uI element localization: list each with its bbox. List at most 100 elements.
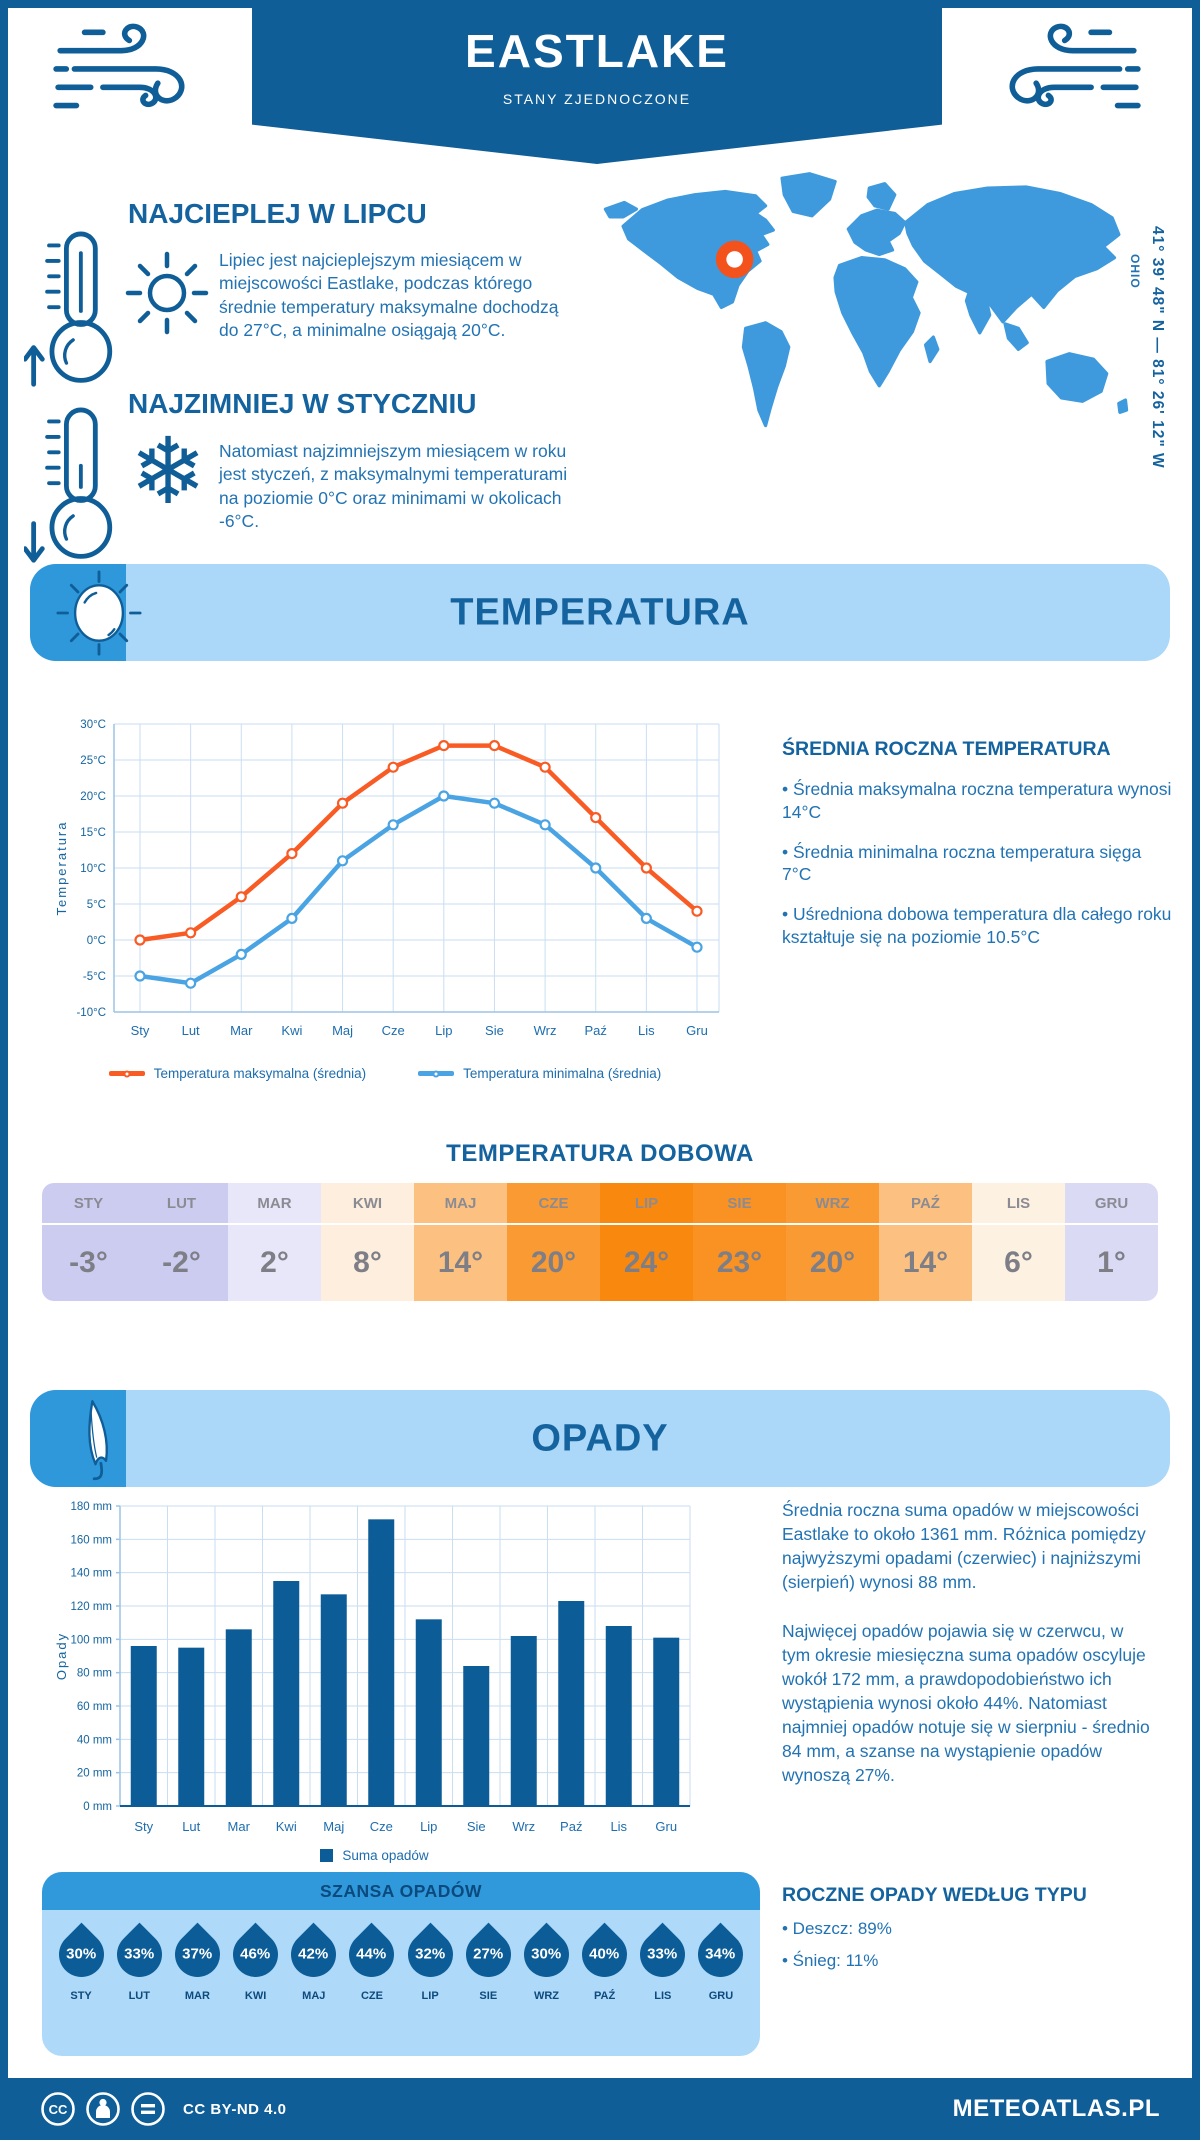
coldest-text: Natomiast najzimniejszym miesiącem w rok… <box>219 441 568 531</box>
site-name: METEOATLAS.PL <box>952 2095 1160 2122</box>
droplet-icon: 33% <box>630 1922 695 1987</box>
precipitation-paragraph: Najwięcej opadów pojawia się w czerwcu, … <box>782 1620 1150 1786</box>
chance-month-label: LIS <box>654 1990 672 2002</box>
by-type-bullets: • Deszcz: 89% • Śnieg: 11% <box>782 1919 1174 1971</box>
svg-text:Opady: Opady <box>54 1632 69 1680</box>
precipitation-bar-chart: 0 mm 20 mm 40 mm 60 mm 80 mm 100 mm 120 mm 140 … <box>54 1501 691 1834</box>
svg-text:-5°C: -5°C <box>83 971 106 983</box>
daily-temp-table: STY -3° LUT -2° MAR 2° KWI 8° MAJ 14° CZE 20° LIP 24°… <box>42 1183 1158 1301</box>
chance-value: 42% <box>298 1946 329 1963</box>
svg-text:Kwi: Kwi <box>281 1023 302 1038</box>
chance-value: 33% <box>124 1946 155 1963</box>
svg-text:20°C: 20°C <box>80 791 106 803</box>
droplet-icon: 30% <box>49 1922 113 1987</box>
legend-line-sample <box>418 1070 455 1077</box>
license-block: CC CC BY-ND 4.0 <box>40 2091 287 2127</box>
svg-text:Cze: Cze <box>382 1023 405 1038</box>
precipitation-section-title: OPADY <box>531 1417 669 1459</box>
chance-month-label: KWI <box>244 1990 267 2002</box>
rain-chance-drops: 30% STY 33% LUT 37% MAR 46% KWI 42% MAJ 44% CZE 32% L… <box>42 1910 760 2002</box>
chance-month-label: LIP <box>421 1990 439 2002</box>
umbrella-banner-icon <box>88 1400 108 1481</box>
daily-temp-title: TEMPERATURA DOBOWA <box>446 1140 754 1167</box>
temperature-section-banner: TEMPERATURA <box>30 564 1170 661</box>
cc-icon: CC <box>41 2092 75 2126</box>
precipitation-paragraph: Średnia roczna suma opadów w miejscowośc… <box>782 1500 1146 1593</box>
rain-chance-item: 33% LUT <box>107 1922 172 2002</box>
daily-temp-column: LIP 24° <box>600 1183 693 1301</box>
svg-text:Lis: Lis <box>610 1819 627 1834</box>
daily-temp-column: SIE 23° <box>693 1183 786 1301</box>
sun-banner-icon <box>56 570 142 656</box>
droplet-icon: 33% <box>107 1922 172 1987</box>
temperature-chart-legend: Temperatura maksymalna (średnia) Temperat… <box>70 1066 700 1081</box>
chance-month-label: PAŹ <box>594 1990 616 2002</box>
daily-month-label: LIP <box>600 1183 693 1225</box>
chance-month-label: WRZ <box>533 1990 559 2002</box>
chance-value: 30% <box>531 1946 562 1963</box>
svg-text:0 mm: 0 mm <box>83 1801 112 1813</box>
daily-temp-value: 8° <box>353 1246 382 1279</box>
precipitation-chart-legend: Suma opadów <box>52 1848 697 1863</box>
chance-month-label: STY <box>70 1990 92 2002</box>
rain-chance-item: 30% STY <box>49 1922 113 2002</box>
legend-label: Suma opadów <box>342 1848 429 1863</box>
svg-text:15°C: 15°C <box>80 827 106 839</box>
svg-text:80 mm: 80 mm <box>77 1668 112 1680</box>
svg-text:180 mm: 180 mm <box>70 1501 112 1513</box>
daily-month-label: KWI <box>321 1183 414 1225</box>
rain-chance-panel: SZANSA OPADÓW 30% STY 33% LUT 37% MAR 46% KWI 42… <box>42 1872 760 2056</box>
daily-month-label: SIE <box>693 1183 786 1225</box>
chance-month-label: MAR <box>184 1990 210 2002</box>
temperature-line-chart: 30°C 25°C 20°C 15°C 10°C 5°C 0°C -5°C -10°C Sty Lu… <box>54 719 720 1038</box>
warmest-heading: NAJCIEPLEJ W LIPCU <box>128 198 427 229</box>
daily-temp-column: PAŹ 14° <box>879 1183 972 1301</box>
daily-month-label: LUT <box>135 1183 228 1225</box>
daily-temp-column: LIS 6° <box>972 1183 1065 1301</box>
daily-temp-value: 14° <box>902 1246 949 1279</box>
daily-month-label: PAŹ <box>879 1183 972 1225</box>
daily-temp-value: 24° <box>623 1246 670 1279</box>
svg-text:Sty: Sty <box>134 1819 153 1834</box>
precipitation-section-banner: OPADY <box>30 1390 1170 1487</box>
svg-text:Lut: Lut <box>182 1023 200 1038</box>
sun-icon <box>125 251 209 335</box>
droplet-icon: 44% <box>340 1922 404 1987</box>
svg-text:Paź: Paź <box>585 1023 607 1038</box>
daily-temp-column: KWI 8° <box>321 1183 414 1301</box>
daily-month-label: GRU <box>1065 1183 1158 1225</box>
droplet-icon: 30% <box>514 1922 579 1987</box>
chance-month-label: CZE <box>360 1990 383 2002</box>
thermometer-cold-icon <box>24 407 113 563</box>
chance-value: 37% <box>182 1946 213 1963</box>
chance-value: 40% <box>589 1946 620 1963</box>
svg-text:Lip: Lip <box>420 1819 437 1834</box>
svg-text:Kwi: Kwi <box>276 1819 297 1834</box>
svg-text:CC: CC <box>49 2102 68 2117</box>
svg-text:160 mm: 160 mm <box>70 1534 112 1546</box>
banner-accent <box>30 564 142 661</box>
droplet-icon: 34% <box>689 1922 753 1987</box>
daily-temp-value: 23° <box>716 1246 763 1279</box>
svg-text:Lis: Lis <box>638 1023 655 1038</box>
svg-text:Sie: Sie <box>485 1023 504 1038</box>
attribution-person-icon <box>86 2092 120 2126</box>
svg-text:60 mm: 60 mm <box>77 1701 112 1713</box>
svg-text:Lip: Lip <box>435 1023 452 1038</box>
daily-temp-value: -2° <box>162 1246 201 1279</box>
svg-text:Wrz: Wrz <box>534 1023 557 1038</box>
coordinates-label: 41° 39' 48" N — 81° 26' 12" W <box>1149 226 1166 469</box>
daily-month-label: MAR <box>228 1183 321 1225</box>
rain-chance-item: 32% LIP <box>398 1922 462 2002</box>
rain-chance-item: 37% MAR <box>165 1922 230 2002</box>
daily-month-label: CZE <box>507 1183 600 1225</box>
chance-value: 46% <box>240 1946 271 1963</box>
chance-value: 30% <box>66 1946 97 1963</box>
svg-text:Sie: Sie <box>467 1819 486 1834</box>
chance-value: 44% <box>356 1946 387 1963</box>
daily-temp-column: LUT -2° <box>135 1183 228 1301</box>
world-map <box>603 172 1129 428</box>
daily-temp-value: 6° <box>1004 1246 1033 1279</box>
annual-temperature-block: ŚREDNIA ROCZNA TEMPERATURA • Średnia mak… <box>782 738 1174 949</box>
legend-line-sample <box>108 1070 145 1077</box>
